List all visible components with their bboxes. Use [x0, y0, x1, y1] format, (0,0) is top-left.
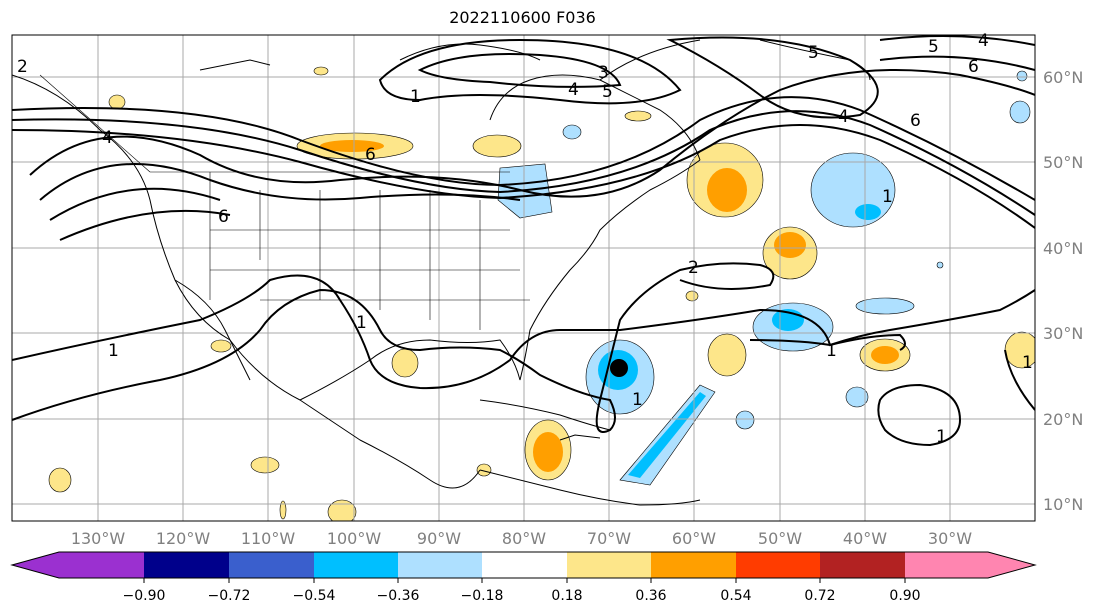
lon-label: 80°W — [502, 529, 546, 548]
lat-label: 60°N — [1043, 68, 1083, 87]
lat-label: 40°N — [1043, 239, 1083, 258]
colorbar-segment — [314, 552, 398, 578]
colorbar-tick-label: −0.54 — [293, 588, 336, 604]
contour-label: 2 — [17, 57, 28, 77]
lon-label: 100°W — [327, 529, 382, 548]
contour-label: 6 — [910, 111, 921, 131]
colorbar-tick-label: 0.90 — [889, 588, 920, 604]
contour-label: 5 — [808, 43, 819, 63]
colorbar-segment — [59, 552, 144, 578]
lat-label: 10°N — [1043, 495, 1083, 514]
colorbar-outline — [10, 551, 1037, 579]
colorbar-tick-marks — [143, 578, 906, 583]
contour-label: 1 — [826, 341, 837, 361]
longitude-labels: 130°W 120°W 110°W 100°W 90°W 80°W 70°W 6… — [71, 529, 972, 548]
lon-label: 60°W — [672, 529, 716, 548]
contour-label: 1 — [1022, 353, 1033, 373]
colorbar-segment — [229, 552, 314, 578]
contour-label: 6 — [365, 145, 376, 165]
colorbar-segment — [905, 552, 988, 578]
map-frame — [11, 34, 1036, 522]
contour-lines — [12, 35, 1035, 447]
colorbar-segment — [398, 552, 482, 578]
colorbar-tick-label: 0.18 — [551, 588, 582, 604]
lon-label: 110°W — [241, 529, 296, 548]
colorbar: −0.90 −0.72 −0.54 −0.36 −0.18 0.18 0.36 … — [10, 551, 1037, 604]
colorbar-segment — [820, 552, 905, 578]
contour-label: 4 — [102, 128, 113, 148]
lon-label: 90°W — [417, 529, 461, 548]
contour-label: 1 — [936, 427, 947, 447]
map-title: 2022110600 F036 — [449, 8, 596, 27]
colorbar-tick-label: 0.54 — [720, 588, 751, 604]
colorbar-segment — [651, 552, 736, 578]
contour-label: 4 — [568, 80, 579, 100]
lon-label: 50°W — [758, 529, 802, 548]
lon-label: 120°W — [156, 529, 211, 548]
colorbar-tick-label: 0.36 — [635, 588, 666, 604]
colorbar-segment — [144, 552, 229, 578]
colorbar-tick-label: −0.36 — [377, 588, 420, 604]
contour-label: 4 — [978, 31, 989, 51]
colorbar-tick-label: −0.90 — [123, 588, 166, 604]
graticule — [12, 35, 1035, 521]
colorbar-segment — [482, 552, 567, 578]
contour-label: 1 — [356, 313, 367, 333]
coastlines — [12, 39, 871, 506]
contour-label: 6 — [218, 207, 229, 227]
colorbar-tick-label: −0.18 — [461, 588, 504, 604]
contour-label: 5 — [602, 82, 613, 102]
lat-label: 50°N — [1043, 153, 1083, 172]
lat-label: 30°N — [1043, 324, 1083, 343]
contour-label: 4 — [838, 107, 849, 127]
contour-label: 3 — [598, 63, 609, 83]
storm-center-marker — [610, 359, 628, 377]
colorbar-segment — [736, 552, 820, 578]
lon-label: 70°W — [587, 529, 631, 548]
contour-label: 1 — [410, 87, 421, 107]
contour-label: 6 — [968, 57, 979, 77]
lon-label: 30°W — [928, 529, 972, 548]
lat-label: 20°N — [1043, 410, 1083, 429]
colorbar-tick-label: 0.72 — [804, 588, 835, 604]
lon-label: 130°W — [71, 529, 126, 548]
state-borders — [39, 74, 530, 330]
latitude-labels: 60°N 50°N 40°N 30°N 20°N 10°N — [1043, 68, 1083, 514]
lon-label: 40°W — [843, 529, 887, 548]
contour-label: 1 — [108, 341, 119, 361]
colorbar-extend-max — [988, 552, 1035, 578]
colorbar-segment — [567, 552, 651, 578]
contour-label: 1 — [632, 390, 643, 410]
contour-label: 5 — [928, 37, 939, 57]
contour-label: 2 — [688, 258, 699, 278]
contour-label: 1 — [882, 187, 893, 207]
contour-label-group: 2 1 4 3 5 4 5 6 5 4 6 6 4 6 1 2 1 1 1 1 … — [17, 31, 1033, 447]
colorbar-tick-label: −0.72 — [208, 588, 251, 604]
colorbar-extend-min — [12, 552, 59, 578]
